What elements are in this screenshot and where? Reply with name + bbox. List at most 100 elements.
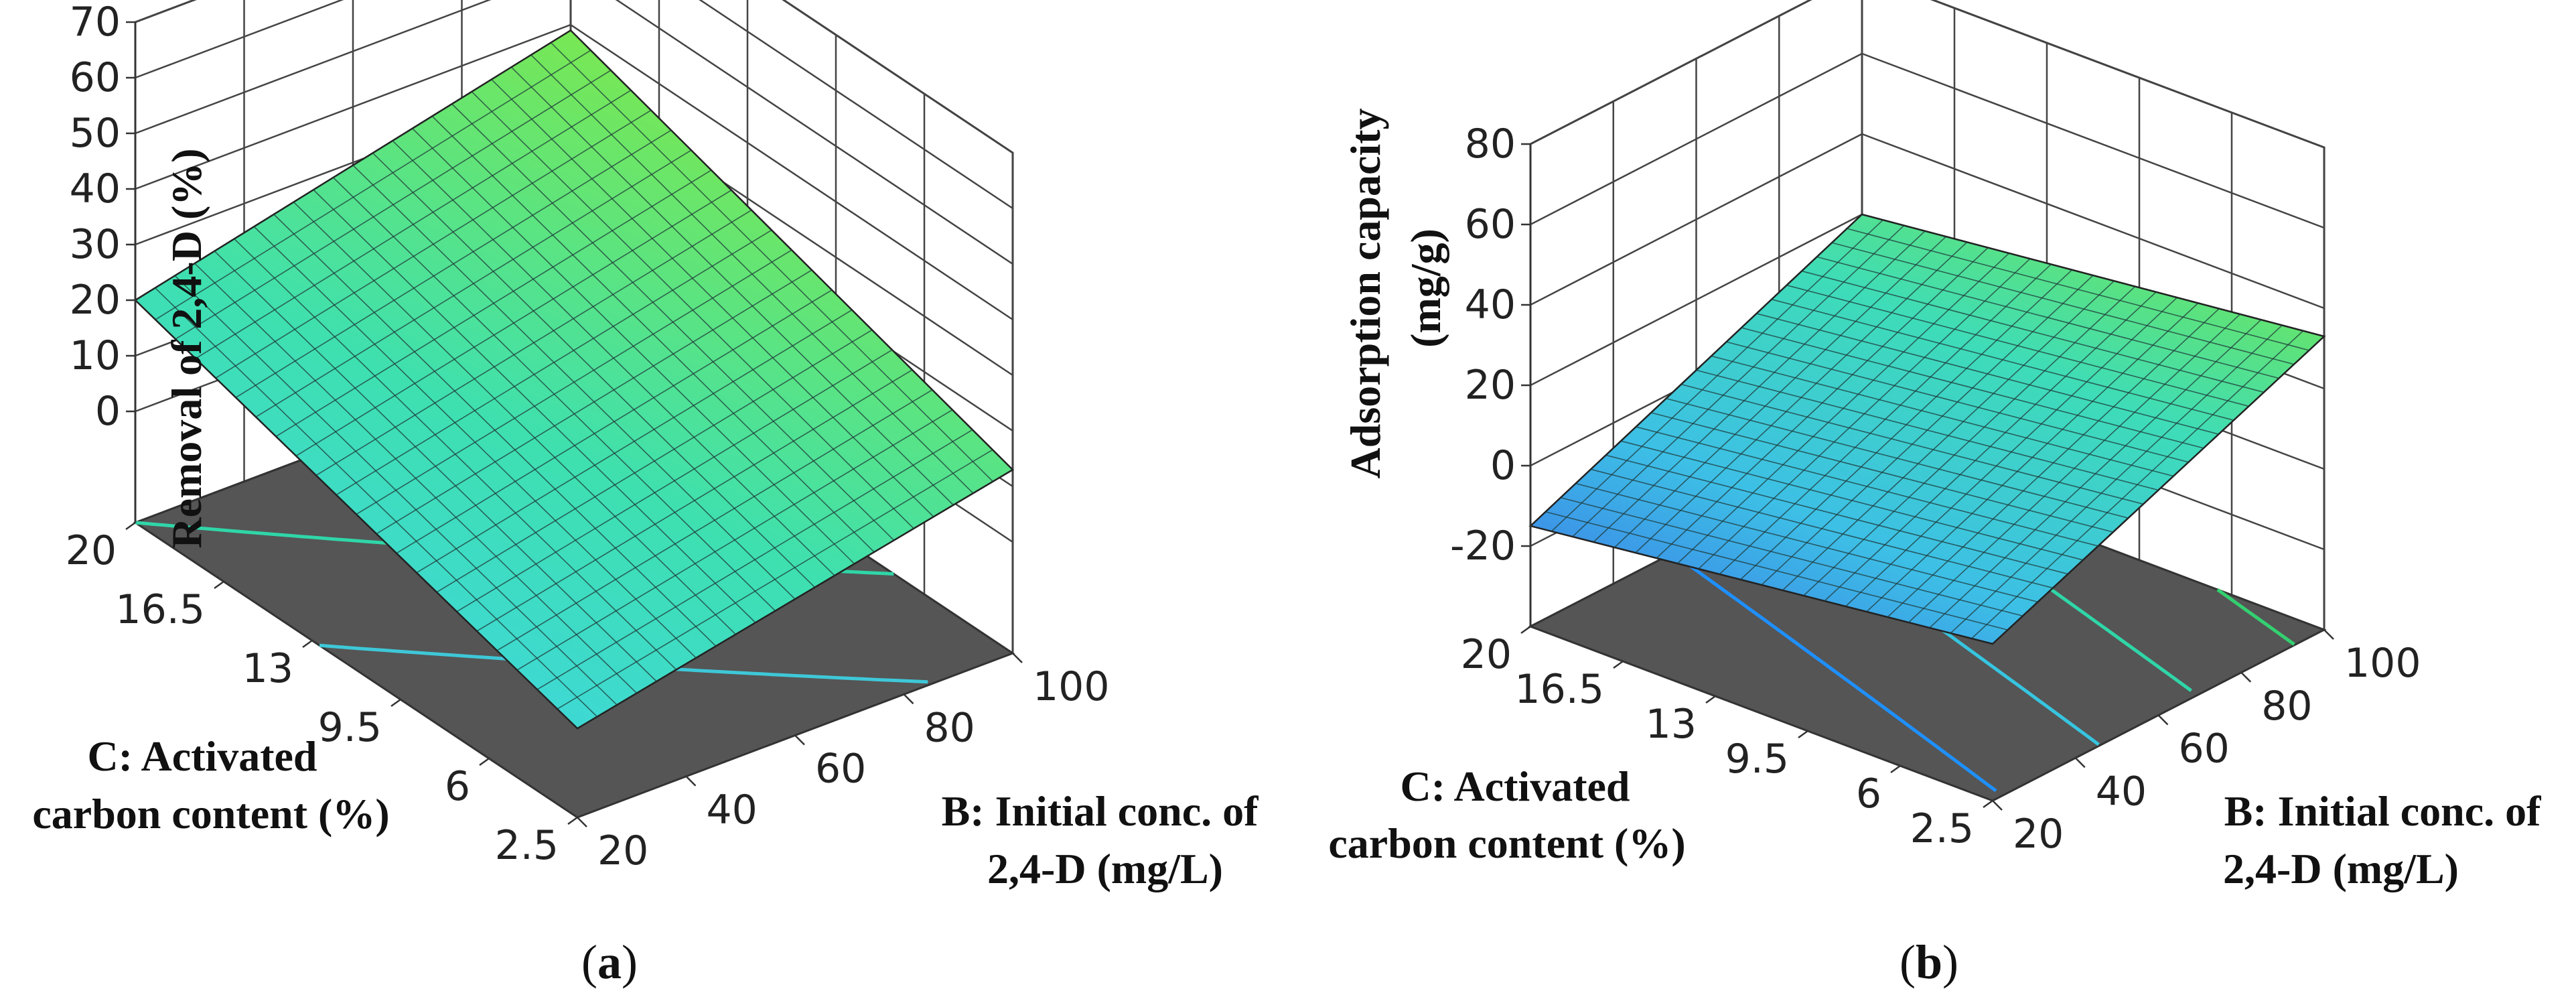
panel-a-z-tick-label: 30	[70, 221, 121, 268]
panel-a-surface-mesh-line	[431, 115, 875, 553]
panel-b-surface-mesh-line	[1740, 269, 2073, 580]
panel-a-z-tick-label: 20	[70, 277, 121, 324]
panel-b-y-axis-label: C: Activated carbon content (%)	[1328, 762, 1685, 867]
panel-a-y-tick-label: 9.5	[318, 704, 382, 751]
panel-b-x-tick-mark	[2157, 714, 2169, 726]
panel-a-caption: (a)	[581, 935, 638, 989]
panel-a-z-gridline	[135, 0, 1013, 154]
panel-a-surface-mesh-line	[235, 129, 672, 398]
panel-b-surface-mesh-line	[1847, 228, 2309, 351]
panel-b-x-tick-label: 60	[2179, 726, 2230, 773]
panel-b-y-tick-mark	[1705, 695, 1716, 704]
panel-a-surface-mesh-line	[175, 70, 612, 340]
panel-a-surface-mesh-line	[295, 190, 732, 457]
panel-a-z-axis-label: Removal of 2,4-D (%)	[163, 148, 210, 548]
panel-a-z-tick-label: 50	[70, 110, 121, 157]
panel-b-z-tick-label: 80	[1465, 121, 1516, 168]
panel-a-x-ticks: 20 40 60 80 100	[577, 653, 1110, 874]
panel-b-x-tick-label: 40	[2096, 768, 2147, 815]
panel-b-caption: (b)	[1900, 935, 1958, 989]
panel-b-surface-patch	[1528, 213, 2326, 645]
panel-a-z-tick-label: 10	[70, 332, 121, 379]
panel-b-z-axis-label-line2: (mg/g)	[1402, 228, 1449, 348]
panel-b-x-ticks: 20 40 60 80 100	[1992, 629, 2421, 858]
panel-a-z-tick-label: 40	[70, 165, 121, 212]
panel-a-x-axis-label-line1: B: Initial conc. of	[942, 787, 1259, 835]
panel-b-z-tick-label: 60	[1465, 201, 1516, 248]
panel-b-contour-line	[1674, 553, 1997, 793]
panel-a-y-tick-mark	[390, 698, 401, 708]
panel-a-surface-mesh-line	[215, 109, 652, 379]
panel-b-surface-mesh-line	[1635, 241, 1968, 553]
panel-b-surface-mesh-line	[1801, 270, 2265, 393]
panel-a-x-tick-label: 40	[707, 787, 758, 833]
panel-a-chart: 0 10 20 30 40 50 60 70 20 40 60 80 100 20 16.5 13 9.5 6…	[32, 0, 1259, 989]
panel-a-x-tick-label: 60	[815, 746, 866, 793]
panel-b-caption-letter: b	[1916, 935, 1942, 989]
panel-a-x-tick-mark	[577, 817, 587, 827]
panel-a-z-tick-label: 60	[70, 54, 121, 101]
panel-b-x-axis-label: B: Initial conc. of 2,4-D (mg/L)	[2223, 787, 2551, 892]
panel-b-surface-mesh-line	[1761, 275, 2094, 586]
panel-a-surface-mesh-line	[550, 42, 994, 482]
panel-b-y-axis-label-line1: C: Activated	[1400, 762, 1630, 810]
panel-a-x-tick-mark	[685, 775, 697, 787]
panel-a-surface-mesh-line	[155, 50, 591, 320]
panel-b-surface-mesh-line	[1816, 256, 2279, 379]
panel-b-y-tick-label: 6	[1856, 771, 1881, 817]
panel-b-x-tick-mark	[2074, 757, 2086, 769]
panel-a-x-tick-label: 20	[597, 827, 648, 874]
panel-a-x-tick-label: 100	[1033, 663, 1110, 710]
panel-a-surface-mesh-line	[195, 90, 632, 359]
panel-b-z-gridline	[1530, 0, 2325, 149]
panel-b-surface	[1528, 213, 2326, 645]
panel-a-surface-mesh-line	[412, 128, 855, 565]
panel-a-y-tick-mark	[214, 580, 224, 590]
panel-b-surface-mesh-line	[1614, 236, 1947, 548]
panel-a-y-axis-label: C: Activated carbon content (%)	[32, 732, 389, 838]
panel-a-x-tick-label: 80	[924, 704, 975, 751]
panel-a-caption-letter: a	[597, 935, 622, 989]
panel-b-y-tick-mark	[1798, 730, 1808, 739]
panel-b-y-tick-mark	[1983, 799, 1993, 809]
panel-b-x-tick-mark	[2240, 671, 2252, 683]
panel-b-surface-mesh-line	[1741, 327, 2204, 449]
panel-a-z-tick-label: 0	[95, 388, 121, 435]
panel-b-surface-mesh-line	[1551, 219, 1883, 532]
panel-b-y-tick-label: 13	[1646, 701, 1697, 748]
panel-b-x-tick-label: 80	[2261, 683, 2312, 730]
panel-b-z-tick-label: 40	[1465, 281, 1516, 328]
panel-b-z-axis-label: Adsorption capacity (mg/g)	[1342, 98, 1449, 479]
panel-b-contour-line	[2216, 588, 2295, 646]
panel-a-y-axis-label-line1: C: Activated	[87, 732, 317, 780]
panel-b-x-tick-mark	[2323, 629, 2334, 640]
panel-a-surface-patch	[133, 29, 1015, 730]
panel-b-surface-mesh-line	[1719, 263, 2052, 575]
panel-a-z-ticks: 0 10 20 30 40 50 60 70	[70, 0, 137, 523]
panel-a-y-ticks: 20 16.5 13 9.5 6 2.5	[66, 521, 578, 869]
panel-b-surface-mesh-line	[1786, 284, 2249, 407]
panel-a-y-tick-label: 16.5	[115, 586, 205, 633]
panel-a-x-axis-label-line2: 2,4-D (mg/L)	[987, 845, 1223, 892]
panel-a-y-tick-label: 2.5	[495, 822, 559, 869]
panel-a-x-tick-mark	[903, 693, 914, 705]
panel-a-y-tick-mark	[125, 521, 136, 531]
panel-b-surface-mesh-line	[1698, 258, 2031, 570]
panel-b-y-tick-label: 2.5	[1910, 805, 1974, 852]
panel-b-z-axis-label-line1: Adsorption capacity	[1342, 109, 1389, 479]
panel-a-y-tick-label: 13	[242, 645, 293, 692]
panel-b-z-ticks: -20 0 20 40 60 80	[1450, 121, 1532, 626]
panel-a-y-tick-mark	[302, 639, 313, 649]
panel-b-y-tick-mark	[1890, 764, 1901, 774]
panel-b-x-axis-label-line1: B: Initial conc. of	[2224, 787, 2542, 835]
panel-b-z-tick-label: 0	[1490, 442, 1516, 489]
panel-a-y-tick-mark	[567, 816, 578, 825]
panel-a-surface-mesh-line	[255, 149, 692, 418]
panel-a-x-tick-mark	[1012, 653, 1023, 663]
panel-b-z-tick-label: -20	[1450, 523, 1516, 570]
panel-b-z-tick-label: 20	[1465, 362, 1516, 409]
panel-a-y-tick-label: 6	[445, 763, 470, 810]
panel-b-x-tick-label: 100	[2344, 640, 2421, 687]
panel-b-x-axis-label-line2: 2,4-D (mg/L)	[2223, 845, 2459, 892]
